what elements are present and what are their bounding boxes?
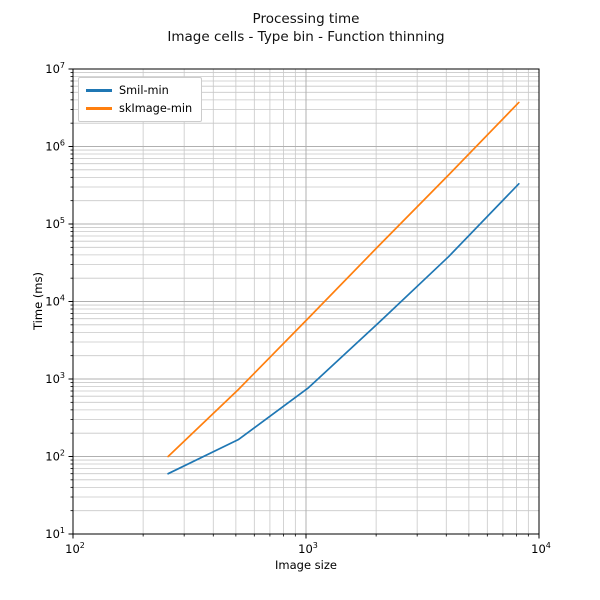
legend-label-skimage-min: skImage-min — [119, 102, 193, 115]
legend-item-smil-min: Smil-min — [86, 84, 192, 97]
y-tick-label: 103 — [45, 371, 65, 386]
y-tick-label: 105 — [45, 216, 65, 231]
legend-line-swatch-orange — [86, 107, 112, 110]
legend-line-swatch-blue — [86, 89, 112, 92]
x-tick-label: 104 — [531, 541, 551, 556]
chart-title-line1: Processing time — [252, 11, 360, 27]
y-tick-label: 106 — [45, 139, 65, 154]
y-tick-label: 104 — [45, 294, 65, 309]
chart-title: Processing time Image cells - Type bin -… — [6, 10, 600, 46]
series-line-skimage-min — [167, 101, 520, 458]
chart-title-line2: Image cells - Type bin - Function thinni… — [167, 29, 445, 45]
x-tick-label: 103 — [298, 541, 318, 556]
legend-label-smil-min: Smil-min — [119, 84, 169, 97]
y-tick-label: 101 — [45, 526, 65, 541]
x-axis-label: Image size — [275, 558, 337, 572]
y-tick-label: 102 — [45, 449, 65, 464]
y-tick-label: 107 — [45, 61, 65, 76]
x-tick-label: 102 — [65, 541, 85, 556]
series-line-smil-min — [167, 182, 520, 475]
y-axis-label: Time (ms) — [31, 272, 45, 330]
legend: Smil-min skImage-min — [78, 77, 203, 122]
legend-item-skimage-min: skImage-min — [86, 102, 192, 115]
